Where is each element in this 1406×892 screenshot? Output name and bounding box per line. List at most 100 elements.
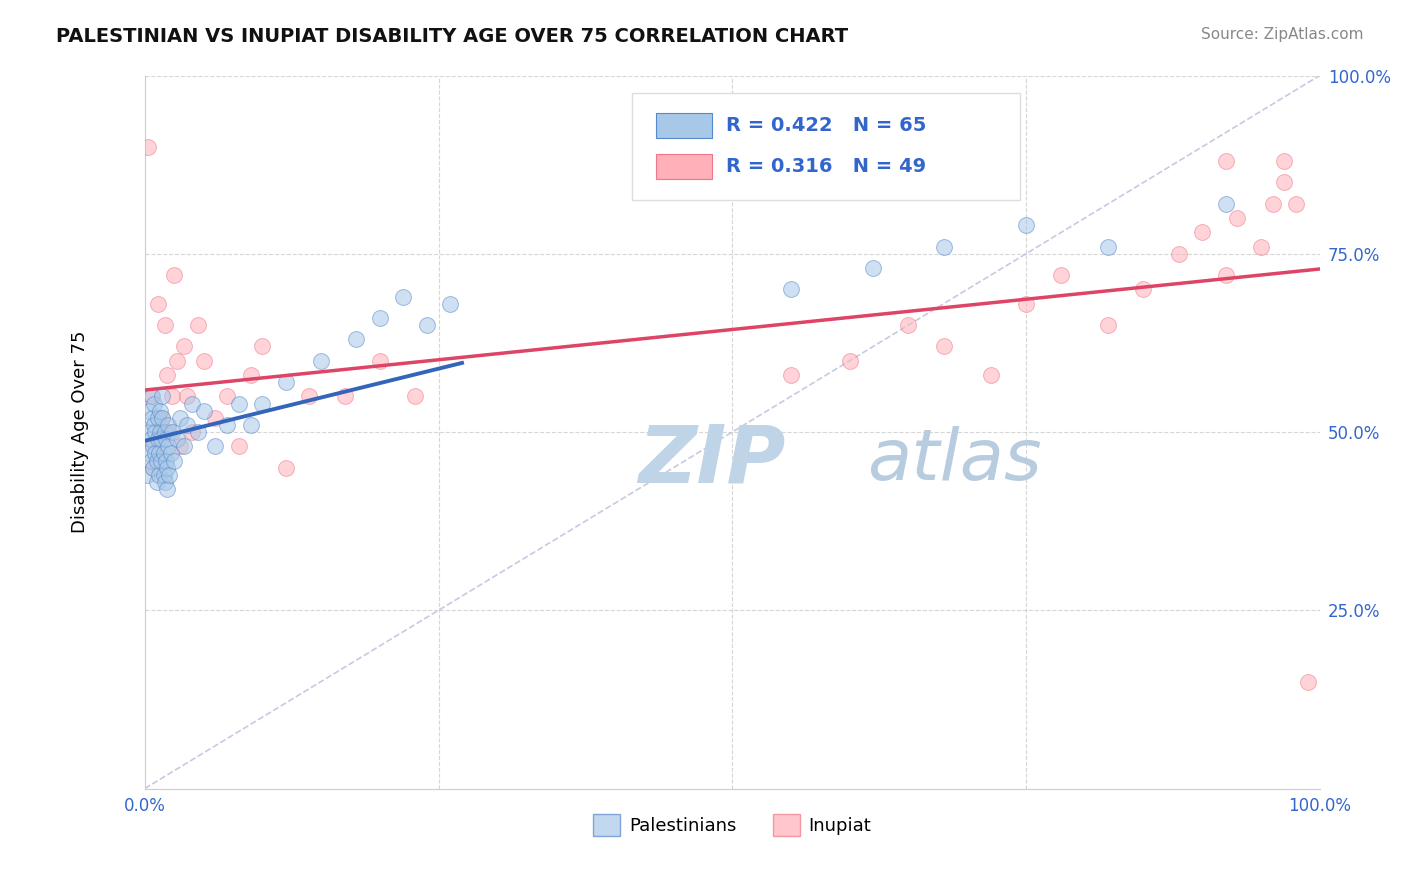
Point (143, 396, 166, 410)
Point (156, 460, 179, 475)
Point (160, 389, 183, 403)
Point (149, 425, 172, 439)
Point (141, 389, 163, 403)
Point (252, 396, 274, 410)
Point (139, 453, 162, 467)
Point (187, 318, 209, 332)
Point (780, 282, 803, 296)
Point (146, 410, 169, 425)
Point (142, 460, 165, 475)
Point (176, 389, 198, 403)
Point (148, 467, 170, 482)
Point (142, 439, 165, 453)
Point (180, 396, 202, 410)
Point (780, 368, 803, 382)
Point (149, 403, 172, 417)
Point (193, 353, 215, 368)
Point (1015, 219, 1038, 233)
Point (136, 467, 159, 482)
Point (1226, 211, 1249, 226)
Point (1167, 246, 1189, 260)
Point (897, 318, 920, 332)
Text: PALESTINIAN VS INUPIAT DISABILITY AGE OVER 75 CORRELATION CHART: PALESTINIAN VS INUPIAT DISABILITY AGE OV… (56, 27, 848, 45)
Bar (655, 154, 713, 179)
Point (156, 482, 179, 496)
Point (1215, 154, 1237, 169)
Point (150, 453, 173, 467)
Point (239, 417, 262, 432)
Text: ZIP: ZIP (638, 422, 786, 500)
Point (1191, 226, 1213, 240)
Point (180, 425, 202, 439)
Point (139, 432, 162, 446)
Point (1285, 197, 1308, 211)
Point (1015, 296, 1038, 310)
Point (146, 296, 169, 310)
Point (252, 339, 274, 353)
Point (166, 432, 188, 446)
Point (157, 417, 180, 432)
Point (932, 339, 955, 353)
Point (153, 318, 176, 332)
Point (439, 296, 461, 310)
Point (146, 432, 169, 446)
Point (1132, 282, 1154, 296)
Point (141, 410, 163, 425)
Text: Source: ZipAtlas.com: Source: ZipAtlas.com (1201, 27, 1364, 42)
Point (169, 439, 191, 453)
Point (368, 310, 391, 325)
Point (1050, 268, 1073, 282)
Point (239, 368, 262, 382)
Point (139, 389, 162, 403)
Y-axis label: Disability Age Over 75: Disability Age Over 75 (72, 331, 89, 533)
Point (416, 318, 439, 332)
Point (159, 467, 181, 482)
Point (152, 389, 174, 403)
Point (309, 353, 332, 368)
Point (298, 389, 321, 403)
Point (1215, 197, 1237, 211)
Point (368, 353, 391, 368)
Point (333, 389, 356, 403)
Point (215, 389, 238, 403)
Point (980, 368, 1002, 382)
Point (228, 396, 250, 410)
Text: atlas: atlas (868, 426, 1042, 495)
Point (145, 446, 167, 460)
Point (160, 425, 183, 439)
Point (1215, 268, 1237, 282)
Point (862, 260, 884, 275)
Point (143, 417, 166, 432)
Point (166, 353, 188, 368)
Point (155, 453, 177, 467)
Point (142, 460, 165, 475)
Point (274, 460, 297, 475)
Legend: Palestinians, Inupiat: Palestinians, Inupiat (586, 807, 879, 844)
Point (155, 432, 177, 446)
Point (838, 353, 860, 368)
Point (157, 439, 180, 453)
Point (228, 439, 250, 453)
Point (159, 446, 181, 460)
Point (156, 368, 179, 382)
Point (163, 268, 186, 282)
Point (138, 403, 160, 417)
Point (152, 410, 174, 425)
FancyBboxPatch shape (633, 94, 1021, 201)
Point (152, 467, 174, 482)
Point (1274, 154, 1296, 169)
Point (932, 240, 955, 254)
Point (176, 417, 198, 432)
Point (173, 339, 195, 353)
Point (344, 332, 367, 346)
Point (153, 475, 176, 489)
Point (150, 432, 173, 446)
Point (152, 446, 174, 460)
Bar (655, 113, 713, 138)
Point (145, 425, 167, 439)
Point (1261, 197, 1284, 211)
Point (1274, 176, 1296, 190)
Text: R = 0.422   N = 65: R = 0.422 N = 65 (727, 116, 927, 135)
Point (136, 446, 159, 460)
Point (149, 425, 172, 439)
